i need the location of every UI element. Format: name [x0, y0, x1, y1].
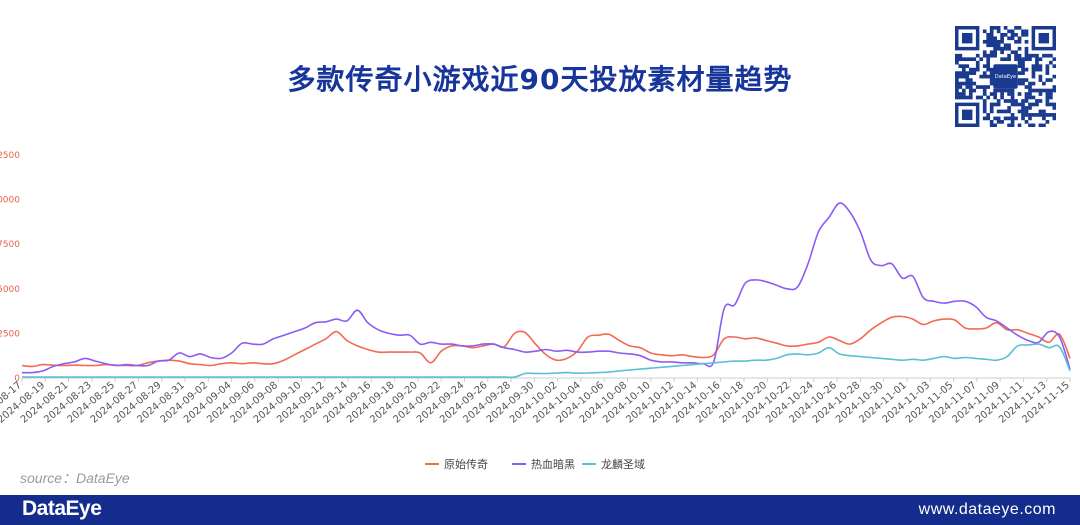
legend-item-2[interactable]: 热血暗黑	[512, 457, 575, 470]
y-tick-label: 12500	[0, 151, 20, 161]
legend[interactable]: 原始传奇 热血暗黑 龙麟圣域	[425, 457, 645, 470]
series-line-2[interactable]	[21, 202, 1071, 374]
legend-label: 原始传奇	[444, 457, 488, 470]
series-line-3[interactable]	[21, 343, 1071, 379]
qr-code-icon: DataEye	[955, 26, 1056, 127]
page-title: 多款传奇小游戏近90天投放素材量趋势	[287, 63, 793, 96]
y-tick-label: 10000	[0, 196, 20, 206]
legend-item-3[interactable]: 龙麟圣域	[582, 457, 645, 470]
y-tick-label: 2500	[0, 329, 20, 339]
legend-label: 热血暗黑	[531, 457, 575, 470]
legend-label: 龙麟圣域	[601, 457, 645, 470]
footer-bar: DataEye www.dataeye.com	[0, 495, 1080, 525]
series-line-1[interactable]	[21, 315, 1071, 368]
y-tick-label: 7500	[0, 240, 20, 250]
series-lines	[21, 202, 1071, 379]
source-note: source：DataEye	[20, 470, 130, 486]
qr-logo-icon	[993, 64, 1018, 89]
x-axis-ticks: 2024-08-172024-08-192024-08-212024-08-23…	[0, 378, 1072, 426]
legend-item-1[interactable]: 原始传奇	[425, 457, 488, 470]
qr-logo-text: DataEye	[995, 74, 1016, 80]
y-tick-label: 0	[14, 374, 20, 384]
brand-logo: DataEye	[22, 497, 102, 520]
site-url[interactable]: www.dataeye.com	[918, 501, 1056, 518]
